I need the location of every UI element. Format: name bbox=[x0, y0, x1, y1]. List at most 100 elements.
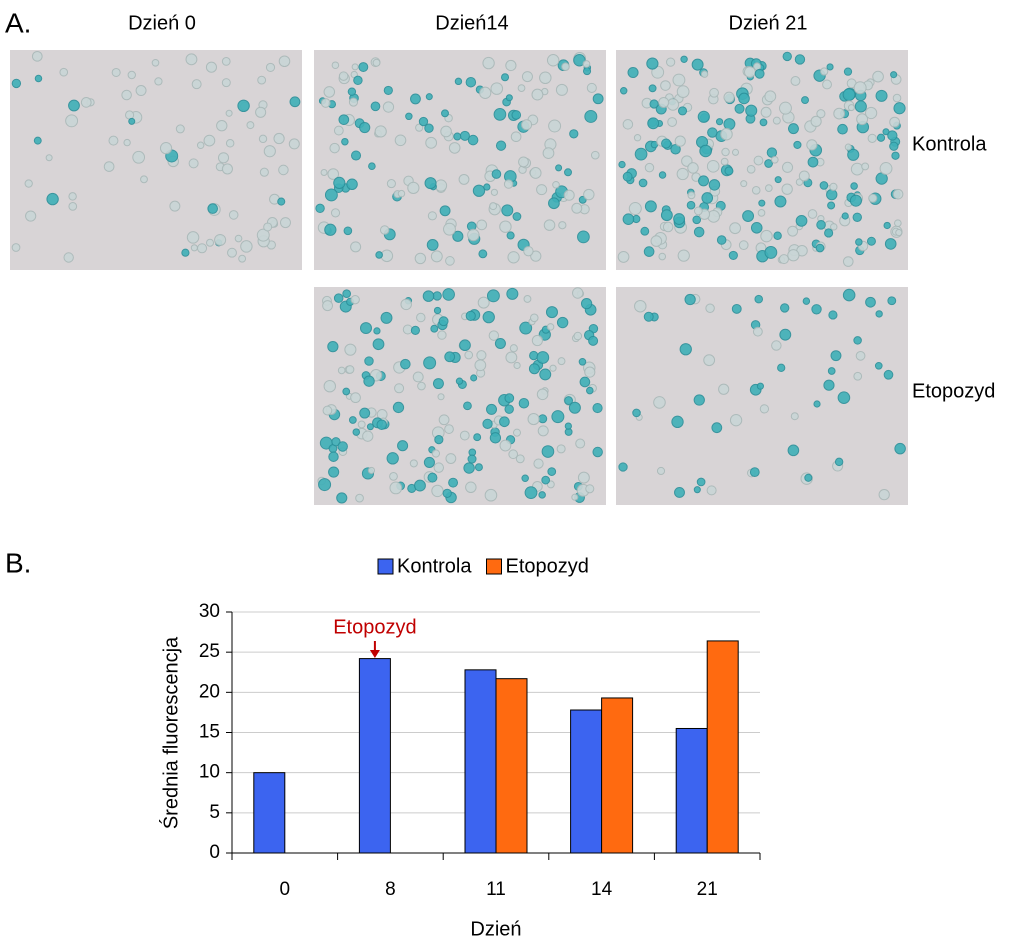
cell bbox=[482, 418, 493, 430]
cell bbox=[486, 403, 498, 415]
cell bbox=[425, 93, 433, 101]
cell bbox=[830, 350, 842, 362]
cell bbox=[841, 212, 849, 220]
cell bbox=[128, 117, 136, 125]
cell bbox=[444, 424, 454, 434]
cell bbox=[693, 226, 705, 238]
cell bbox=[409, 459, 418, 468]
cell bbox=[826, 63, 834, 71]
cell bbox=[890, 71, 898, 79]
cell bbox=[787, 225, 799, 237]
cell bbox=[684, 293, 696, 306]
cell bbox=[363, 375, 375, 387]
cell bbox=[705, 303, 715, 313]
cell bbox=[672, 73, 686, 87]
cell bbox=[731, 148, 740, 156]
cell bbox=[111, 67, 121, 78]
cell bbox=[782, 51, 792, 62]
cell bbox=[849, 194, 862, 207]
cell bbox=[578, 357, 587, 366]
cell bbox=[424, 177, 437, 190]
cell bbox=[687, 162, 699, 174]
cell bbox=[46, 192, 59, 206]
cell bbox=[709, 87, 719, 98]
cell bbox=[643, 311, 654, 322]
cell bbox=[766, 147, 778, 158]
bar bbox=[601, 697, 634, 854]
cell bbox=[855, 238, 863, 246]
cell bbox=[716, 235, 727, 245]
cell bbox=[470, 374, 478, 382]
row-label: Etopozyd bbox=[912, 380, 995, 402]
cell bbox=[546, 323, 555, 331]
cell bbox=[343, 226, 353, 236]
cell bbox=[638, 178, 648, 188]
cell bbox=[892, 93, 902, 103]
cell bbox=[807, 156, 819, 168]
cell bbox=[523, 295, 532, 303]
cell bbox=[646, 57, 659, 70]
cell bbox=[342, 387, 351, 396]
cell bbox=[795, 178, 804, 186]
cell bbox=[842, 88, 856, 102]
cell bbox=[366, 423, 374, 431]
cell bbox=[121, 89, 132, 101]
cell bbox=[490, 188, 498, 196]
cell bbox=[764, 184, 773, 192]
cell bbox=[582, 60, 591, 68]
legend-label: Etopozyd bbox=[506, 555, 589, 577]
cell bbox=[670, 144, 681, 155]
cell bbox=[256, 228, 270, 242]
cell bbox=[837, 123, 848, 135]
y-tick-label: 20 bbox=[199, 681, 220, 702]
cell bbox=[720, 157, 729, 166]
cell bbox=[622, 171, 633, 182]
cell bbox=[618, 462, 628, 472]
cell bbox=[536, 351, 550, 364]
cell bbox=[510, 131, 522, 143]
cell bbox=[751, 186, 761, 195]
cell bbox=[536, 388, 549, 401]
cell bbox=[552, 180, 560, 189]
cell bbox=[884, 238, 897, 250]
cell bbox=[459, 339, 471, 352]
cell bbox=[477, 296, 490, 309]
cell bbox=[433, 462, 445, 473]
panel-label: A. bbox=[5, 7, 31, 38]
cell bbox=[843, 67, 853, 76]
cell bbox=[677, 249, 690, 262]
cell bbox=[476, 219, 488, 231]
cell bbox=[397, 189, 406, 198]
cell bbox=[658, 171, 667, 179]
cell bbox=[357, 420, 366, 429]
cell bbox=[572, 287, 584, 299]
cell bbox=[154, 77, 163, 86]
cell bbox=[527, 413, 540, 426]
cell bbox=[493, 108, 507, 121]
cell bbox=[169, 200, 181, 212]
cell bbox=[698, 175, 710, 187]
cell bbox=[515, 454, 525, 464]
cell bbox=[590, 150, 600, 160]
cell bbox=[265, 62, 276, 73]
cell bbox=[679, 343, 692, 356]
cell bbox=[338, 114, 350, 126]
cell bbox=[879, 162, 893, 175]
cell bbox=[467, 228, 480, 242]
cell bbox=[476, 350, 487, 361]
cell bbox=[531, 334, 543, 347]
cell bbox=[757, 209, 766, 217]
cell bbox=[221, 78, 231, 88]
cell bbox=[586, 82, 597, 93]
cell bbox=[400, 358, 411, 370]
cell bbox=[397, 440, 409, 452]
cell bbox=[545, 306, 558, 319]
cell bbox=[135, 85, 147, 97]
annotation-arrowhead bbox=[369, 650, 380, 658]
cell bbox=[328, 466, 340, 478]
legend-swatch bbox=[377, 558, 394, 575]
cell bbox=[499, 416, 510, 428]
cell bbox=[620, 87, 628, 95]
cell bbox=[323, 379, 337, 393]
bar bbox=[706, 640, 739, 854]
